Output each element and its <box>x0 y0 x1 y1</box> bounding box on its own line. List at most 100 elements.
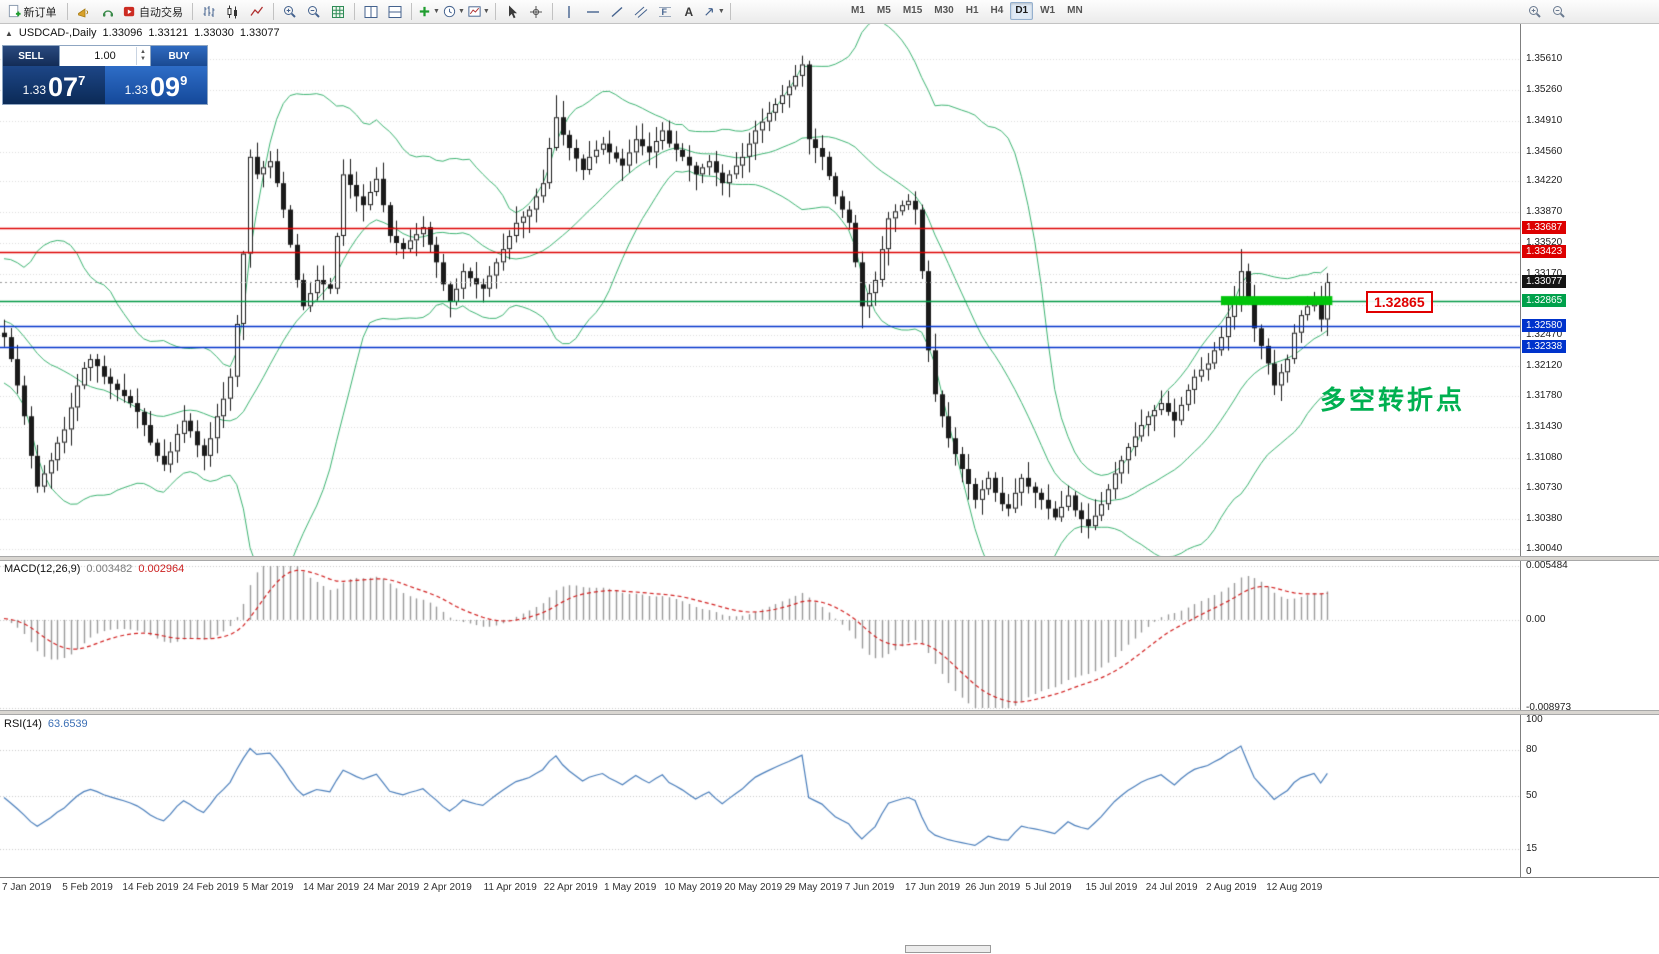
chart-title-bar: ▲ USDCAD-,Daily 1.33096 1.33121 1.33030 … <box>5 27 280 39</box>
time-axis[interactable]: 7 Jan 2019 5 Feb 2019 14 Feb 2019 24 Feb 20… <box>0 877 1659 899</box>
sell-price-big: 07 <box>48 72 79 102</box>
buy-price-button[interactable]: 1.33 09 9 <box>105 66 207 104</box>
timeframe-button-M30[interactable]: M30 <box>934 5 954 16</box>
crosshair-tool-button[interactable] <box>525 2 547 22</box>
candle-chart-mode-button[interactable] <box>222 2 244 22</box>
svg-text:A: A <box>684 5 693 19</box>
timeframe-toolbar: M1 M5 M15 M30 H1 H4 D1 W1 MN <box>845 2 1089 20</box>
volume-input[interactable]: 1.00 ▲ ▼ <box>59 46 151 66</box>
arrows-tool-icon <box>705 8 713 16</box>
sell-price-button[interactable]: 1.33 07 7 <box>3 66 105 104</box>
horizontal-line-tool-button[interactable] <box>582 2 604 22</box>
timeframe-button-H4[interactable]: H4 <box>990 5 1004 16</box>
tile-windows-vertical-button[interactable] <box>384 2 406 22</box>
svg-text:F: F <box>661 7 667 17</box>
bar-chart-mode-button[interactable] <box>198 2 220 22</box>
price-tag: 1.33687 <box>1522 221 1567 235</box>
macd-axis-label: -0.008973 <box>1526 702 1572 713</box>
grid-toggle-button[interactable] <box>327 2 349 22</box>
sell-button[interactable]: SELL <box>3 46 59 66</box>
trendline-tool-button[interactable] <box>606 2 628 22</box>
time-axis-label: 11 Apr 2019 <box>483 882 537 893</box>
volume-value: 1.00 <box>94 50 116 62</box>
time-axis-label: 5 Feb 2019 <box>62 882 113 893</box>
toolbar-separator <box>354 3 355 20</box>
templates-button[interactable]: ▼ <box>467 2 490 22</box>
megaphone-button[interactable] <box>73 2 95 22</box>
price-axis-label: 1.33520 <box>1526 237 1563 248</box>
price-tag: 1.32338 <box>1522 339 1567 353</box>
channel-icon <box>634 6 648 18</box>
new-order-icon <box>8 4 21 18</box>
fibonacci-tool-button[interactable]: F <box>654 2 676 22</box>
time-axis-label: 14 Feb 2019 <box>122 882 179 893</box>
macd-title: MACD(12,26,9) <box>4 563 81 575</box>
new-order-button[interactable]: 新订单 <box>4 2 62 22</box>
trendline-icon <box>611 6 623 17</box>
timeframe-button-M5[interactable]: M5 <box>876 5 891 16</box>
buy-button[interactable]: BUY <box>151 46 207 66</box>
vertical-line-tool-button[interactable] <box>558 2 580 22</box>
timeframe-button-M1[interactable]: M1 <box>851 5 865 16</box>
price-tag: 1.33423 <box>1522 244 1567 258</box>
timeframe-button-H1[interactable]: H1 <box>965 5 979 16</box>
price-axis-label: 1.34220 <box>1526 175 1563 187</box>
chart-low-value: 1.33030 <box>194 27 234 39</box>
chart-bars-icon <box>203 5 215 17</box>
time-axis-label: 2 Apr 2019 <box>423 882 472 893</box>
chart-zoom-out-button[interactable] <box>1548 2 1570 22</box>
support-level-label[interactable]: 1.32865 <box>1366 291 1433 313</box>
chart-canvas[interactable] <box>0 0 1520 954</box>
price-axis[interactable]: 1.35610 1.35260 1.34910 1.34560 1.34220 1.338… <box>1520 24 1659 877</box>
rsi-axis-label: 80 <box>1526 744 1538 756</box>
line-chart-mode-button[interactable] <box>246 2 268 22</box>
toolbar-separator <box>729 3 731 20</box>
timeframe-button-W1[interactable]: W1 <box>1040 5 1056 16</box>
chart-close-value: 1.33077 <box>239 27 280 39</box>
tile-windows-horizontal-button[interactable] <box>360 2 382 22</box>
timeframe-button-M15[interactable]: M15 <box>902 5 923 16</box>
crosshair-icon <box>529 5 542 18</box>
autotrade-button[interactable]: 自动交易 <box>121 2 187 22</box>
price-axis-label: 1.33870 <box>1526 206 1563 218</box>
rsi-value: 63.6539 <box>47 718 88 730</box>
price-axis-label: 1.35610 <box>1526 53 1563 65</box>
zoom-out-button[interactable] <box>303 2 325 22</box>
timeframe-button-D1[interactable]: D1 <box>1010 2 1034 20</box>
buy-price-prefix: 1.33 <box>124 83 149 97</box>
channel-tool-button[interactable] <box>630 2 652 22</box>
time-axis-label: 22 Apr 2019 <box>543 882 598 893</box>
chart-zoom-out-icon <box>1553 6 1565 18</box>
time-axis-label: 29 May 2019 <box>784 882 843 893</box>
price-axis-label: 1.34560 <box>1526 145 1563 157</box>
macd-main-value: 0.003482 <box>86 563 133 575</box>
templates-icon <box>468 6 481 17</box>
chart-zoom-in-icon <box>1529 6 1541 18</box>
volume-stepper[interactable]: ▲ ▼ <box>136 47 149 65</box>
chart-candles-icon <box>227 5 237 18</box>
macd-panel-splitter[interactable] <box>0 556 1659 561</box>
cursor-tool-button[interactable] <box>501 2 523 22</box>
horizontal-scrollbar-thumb[interactable] <box>905 945 991 953</box>
zoom-in-icon <box>284 5 296 18</box>
zoom-out-icon <box>308 5 320 18</box>
time-axis-label: 1 May 2019 <box>604 882 657 893</box>
headset-button[interactable] <box>97 2 119 22</box>
price-axis-label: 1.34910 <box>1526 114 1563 126</box>
periods-button[interactable]: ▼ <box>442 2 465 22</box>
timeframe-button-MN[interactable]: MN <box>1067 5 1083 16</box>
zoom-in-button[interactable] <box>279 2 301 22</box>
rsi-panel-splitter[interactable] <box>0 710 1659 715</box>
arrows-tool-button[interactable]: ▼ <box>702 2 725 22</box>
turning-point-annotation[interactable]: 多空转折点 <box>1320 385 1466 415</box>
add-indicator-button[interactable]: ▼ <box>417 2 440 22</box>
autotrade-icon <box>123 6 135 17</box>
macd-axis-label: 0.00 <box>1526 613 1546 625</box>
buy-price-big: 09 <box>150 72 181 102</box>
one-click-panel-toggle-icon[interactable]: ▲ <box>5 28 13 38</box>
headset-icon <box>103 9 113 17</box>
toolbar-separator <box>67 3 68 20</box>
text-tool-button[interactable]: A <box>678 2 700 22</box>
chart-high-value: 1.33121 <box>148 27 189 39</box>
chart-zoom-in-button[interactable] <box>1524 2 1546 22</box>
